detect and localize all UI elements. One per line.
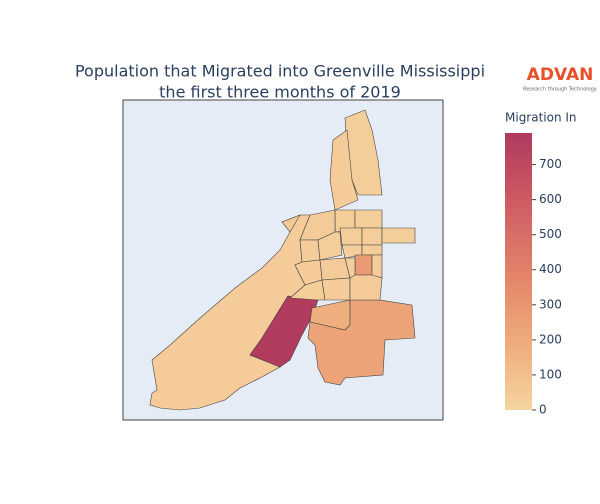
colorbar-tick-label: 200 — [539, 332, 562, 346]
logo: ADVAN — [527, 65, 594, 85]
region — [329, 129, 359, 211]
colorbar-title: Migration In — [505, 111, 577, 125]
region — [299, 239, 321, 263]
region — [321, 277, 351, 301]
colorbar-tick-label: 600 — [539, 192, 562, 206]
region — [281, 214, 301, 233]
region — [349, 274, 383, 301]
chart-title: Population that Migrated into Greenville… — [75, 62, 485, 81]
chart-subtitle: the first three months of 2019 — [159, 83, 401, 102]
colorbar-tick-label: 700 — [539, 157, 562, 171]
colorbar-tick-label: 400 — [539, 262, 562, 276]
colorbar-tick-label: 500 — [539, 227, 562, 241]
region — [307, 299, 416, 386]
colorbar-tick-label: 100 — [539, 367, 562, 381]
colorbar-tick-label: 0 — [539, 403, 547, 417]
region — [371, 254, 383, 279]
regions — [149, 109, 416, 411]
region — [361, 244, 383, 256]
colorbar-tick-label: 300 — [539, 297, 562, 311]
region — [317, 231, 343, 261]
region — [354, 209, 383, 229]
region — [361, 227, 383, 246]
region — [249, 295, 319, 368]
region — [294, 259, 323, 286]
colorbar — [505, 133, 532, 410]
logo-tagline: Research through Technology — [523, 87, 597, 93]
region — [339, 227, 363, 246]
region — [381, 227, 416, 244]
region — [319, 257, 351, 281]
region — [289, 279, 326, 301]
region — [354, 254, 373, 276]
